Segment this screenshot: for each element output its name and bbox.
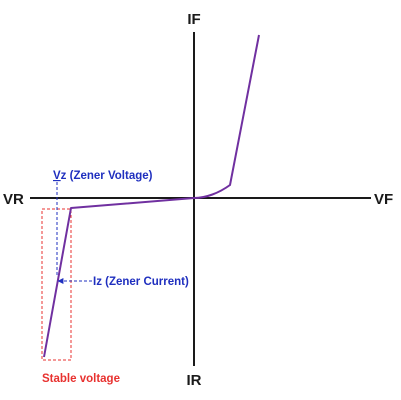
axis-label-vf: VF <box>374 191 393 208</box>
zener-voltage-text: z (Zener Voltage) <box>61 170 153 182</box>
zener-voltage-symbol: V <box>53 170 61 182</box>
zener-voltage-label: Vz (Zener Voltage) <box>53 170 153 182</box>
axis-label-ir: IR <box>187 372 202 389</box>
axis-label-if: IF <box>187 11 200 28</box>
stable-voltage-label: Stable voltage <box>42 373 120 385</box>
axis-label-vr: VR <box>3 191 24 208</box>
iv-curve <box>43 34 260 358</box>
zener-current-label: Iz (Zener Current) <box>93 276 189 288</box>
